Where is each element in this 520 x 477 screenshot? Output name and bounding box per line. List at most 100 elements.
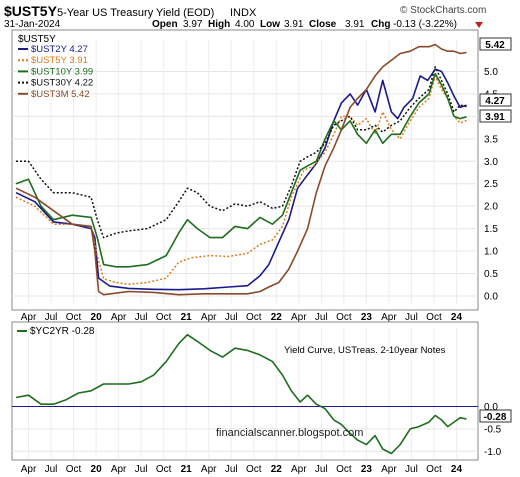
x-tick-label: Jul [135,312,148,323]
watermark: financialscanner.blogspot.com [216,427,363,439]
y-tick-label: 2.5 [484,179,498,190]
legend-yc2yr: $YC2YR -0.28 [30,326,95,337]
yield-curve-panel-frame [11,321,479,461]
x-tick-label: Oct [246,312,262,323]
sub-x-axis: Apr Jul Oct 20 Apr Jul Oct 21 Apr Jul Oct 22 Apr Jul O… [21,464,463,475]
y-tick-label: -0.5 [484,424,502,435]
yield-curve-annotation: Yield Curve, USTreas. 2-10year Notes [284,345,446,356]
main-panel-frame [11,29,479,311]
last-value-box-ust3m [479,37,512,51]
x-tick-label: Oct [156,312,172,323]
series-line-ust5y [15,75,467,286]
y-tick-label: 3.0 [484,157,498,168]
x-tick-label: Jul [45,312,58,323]
last-value-box-yc2yr [479,409,512,423]
last-value-yc2yr: -0.28 [484,412,507,423]
y-tick-label: 1.0 [484,247,498,258]
x-tick-label: Jul [225,464,238,475]
close-label: Close [309,19,337,30]
x-tick-label: 20 [91,464,103,475]
x-tick-label: Oct [426,312,442,323]
close-value: 3.91 [345,19,365,30]
x-tick-label: Jul [315,312,328,323]
x-tick-label: 23 [361,312,373,323]
x-tick-label: Oct [156,464,172,475]
x-tick-label: Apr [201,312,217,323]
x-tick-label: Jul [135,464,148,475]
x-tick-label: 23 [361,464,373,475]
x-tick-label: Oct [336,312,352,323]
x-tick-label: Apr [291,464,307,475]
x-tick-label: Jul [45,464,58,475]
down-arrow-icon [475,22,483,28]
source-credit: © StockCharts.com [400,5,486,16]
sub-series [15,333,467,455]
series-line-yc2yr [15,333,467,455]
x-tick-label: 22 [271,312,283,323]
y-tick-label: 0.5 [484,269,498,280]
last-value-ust5y: 3.91 [485,112,505,123]
x-tick-label: Oct [66,312,82,323]
main-grid [12,40,478,305]
x-tick-label: Oct [336,464,352,475]
main-series [15,43,467,296]
series-line-ust10y [15,72,467,268]
x-tick-label: Jul [315,464,328,475]
last-value-ust3m: 5.42 [485,40,505,51]
x-tick-label: Jul [225,312,238,323]
last-value-box-ust2y [479,93,512,107]
chart-title: 5-Year US Treasury Yield (EOD) [57,7,214,19]
x-tick-label: Apr [201,464,217,475]
low-value: 3.91 [284,19,304,30]
x-tick-label: Apr [291,312,307,323]
x-tick-label: 21 [181,464,193,475]
y-tick-label: -1.0 [484,447,502,458]
legend-item-ust5y: $UST5Y 3.91 [31,55,88,66]
series-line-ust3m [15,43,467,296]
x-tick-label: Jul [405,464,418,475]
legend-item-ust10y: $UST10Y 3.99 [31,66,93,77]
x-tick-label: Oct [246,464,262,475]
open-value: 3.97 [183,19,203,30]
high-label: High [208,19,230,30]
y-tick-label: 2.0 [484,202,498,213]
x-tick-label: 21 [181,312,193,323]
x-tick-label: Apr [381,464,397,475]
quote-date: 31-Jan-2024 [4,19,61,30]
main-legend: $UST5Y $UST2Y 4.27$UST5Y 3.91$UST10Y 3.9… [18,34,93,100]
sub-legend: $YC2YR -0.28 [17,326,95,337]
symbol-title: $UST5Y [4,3,58,19]
main-last-values: 5.42 4.27 3.91 [479,37,512,123]
legend-title: $UST5Y [18,34,56,45]
x-tick-label: Apr [111,464,127,475]
x-tick-label: 24 [451,464,463,475]
main-x-axis: Apr Jul Oct 20 Apr Jul Oct 21 Apr Jul Oct 22 Apr Jul O… [21,312,463,323]
x-tick-label: 20 [91,312,103,323]
y-tick-label: 3.5 [484,134,498,145]
x-tick-label: 24 [451,312,463,323]
y-tick-label: 5.0 [484,67,498,78]
last-value-ust2y: 4.27 [485,96,505,107]
high-value: 4.00 [235,19,255,30]
legend-item-ust30y: $UST30Y 4.22 [31,78,93,89]
legend-item-ust2y: $UST2Y 4.27 [31,44,88,55]
y-tick-label: 0.0 [484,292,498,303]
y-tick-label: 0.0 [484,402,498,413]
x-tick-label: Apr [111,312,127,323]
x-tick-label: Apr [21,464,37,475]
open-label: Open [152,19,178,30]
x-tick-label: Apr [381,312,397,323]
x-tick-label: Oct [66,464,82,475]
chg-value: -0.13 (-3.22%) [393,19,457,30]
series-line-ust30y [16,66,467,239]
sub-y-axis: 0.0 -0.5 -1.0 [484,402,502,458]
x-tick-label: Oct [426,464,442,475]
index-label: INDX [230,7,257,19]
legend-item-ust3m: $UST3M 5.42 [31,89,90,100]
chg-label: Chg [371,19,390,30]
x-tick-label: 22 [271,464,283,475]
x-tick-label: Apr [21,312,37,323]
y-tick-label: 1.5 [484,224,498,235]
last-value-box-ust5y [479,109,512,123]
